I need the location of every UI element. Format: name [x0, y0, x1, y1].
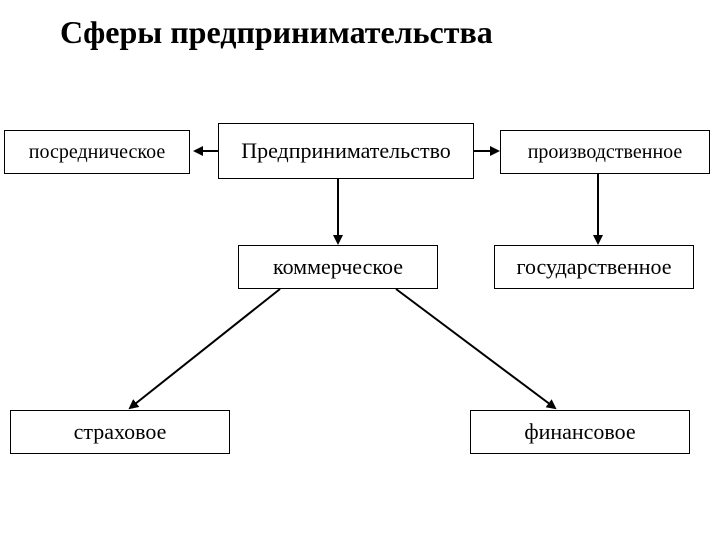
edge-commercial-insurance	[130, 289, 280, 408]
page-title: Сферы предпринимательства	[60, 14, 493, 51]
node-state: государственное	[494, 245, 694, 289]
node-financial: финансовое	[470, 410, 690, 454]
node-insurance: страховое	[10, 410, 230, 454]
node-intermediary: посредническое	[4, 130, 190, 174]
edge-commercial-financial	[396, 289, 555, 408]
node-production: производственное	[500, 130, 710, 174]
node-entrepreneurship: Предпринимательство	[218, 123, 474, 179]
node-commercial: коммерческое	[238, 245, 438, 289]
